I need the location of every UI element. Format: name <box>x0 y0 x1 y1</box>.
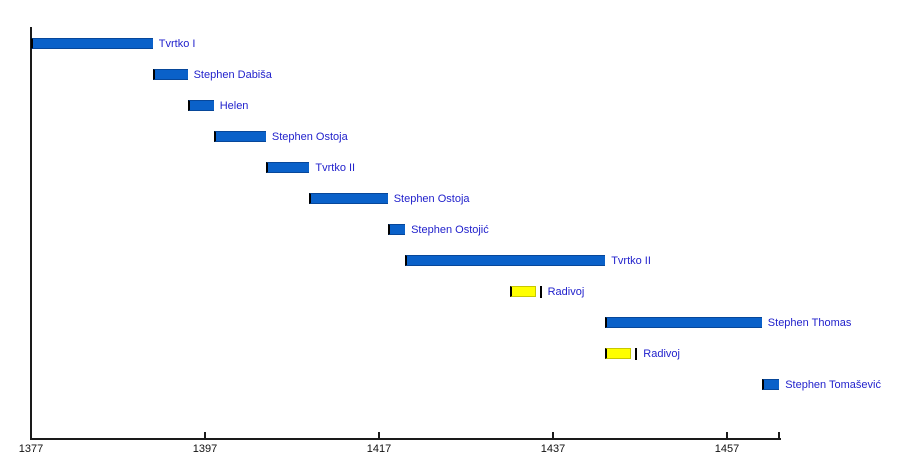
bar-label: Tvrtko II <box>315 162 356 174</box>
bar-end-marker <box>635 348 638 360</box>
x-tick <box>204 432 206 439</box>
bar-label: Radivoj <box>643 348 680 360</box>
x-tick-label: 1457 <box>714 443 740 455</box>
timeline-bar <box>509 286 536 297</box>
timeline-bar <box>187 100 214 111</box>
x-tick <box>30 432 32 439</box>
x-tick <box>552 432 554 439</box>
timeline-bar <box>31 38 153 49</box>
bar-label: Stephen Tomašević <box>785 379 881 391</box>
timeline-bar <box>152 69 188 80</box>
bar-label: Tvrtko I <box>158 38 196 50</box>
x-tick <box>778 432 781 439</box>
bar-end-marker <box>539 286 542 298</box>
timeline-bar <box>405 255 606 266</box>
x-tick <box>378 432 380 439</box>
x-tick <box>726 432 728 439</box>
x-tick-label: 1377 <box>18 443 44 455</box>
timeline-bar <box>605 317 762 328</box>
bar-label: Tvrtko II <box>611 255 651 267</box>
timeline-bar <box>265 162 310 173</box>
x-tick-label: 1437 <box>540 443 566 455</box>
x-tick-label: 1397 <box>192 443 218 455</box>
timeline-bar <box>309 193 388 204</box>
bar-label: Stephen Dabiša <box>193 69 272 81</box>
bar-label: Helen <box>219 100 249 112</box>
x-axis-line <box>30 438 781 440</box>
bar-label: Radivoj <box>547 286 585 298</box>
timeline-bar <box>213 131 266 142</box>
bar-label: Stephen Thomas <box>767 317 852 329</box>
timeline-bar <box>761 379 780 390</box>
y-axis-line <box>30 27 32 440</box>
timeline-bar <box>605 348 632 359</box>
bar-label: Stephen Ostoja <box>393 193 470 205</box>
x-tick-label: 1417 <box>366 443 392 455</box>
bar-label: Stephen Ostojić <box>411 224 489 236</box>
bar-label: Stephen Ostoja <box>271 131 348 143</box>
timeline-bar <box>387 224 406 235</box>
